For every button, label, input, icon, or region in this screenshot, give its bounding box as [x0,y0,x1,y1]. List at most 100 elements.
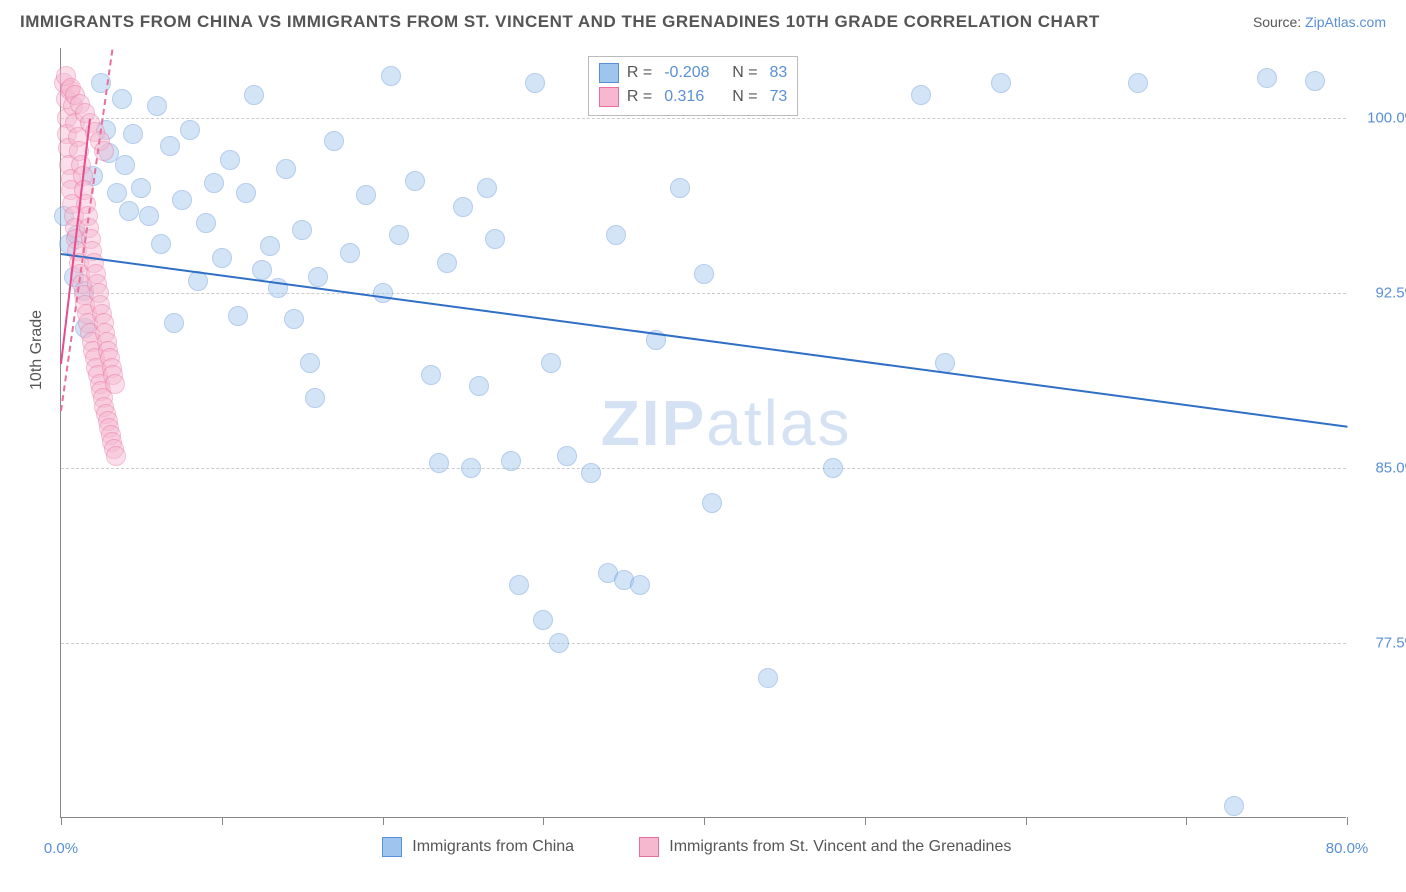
grid-line-h [61,643,1346,644]
legend-stats: R = -0.208 N = 83R = 0.316 N = 73 [588,56,798,116]
point-china [389,225,409,245]
point-china [823,458,843,478]
point-china [581,463,601,483]
point-china [405,171,425,191]
legend-series-name: Immigrants from St. Vincent and the Gren… [669,838,1011,856]
grid-line-h [61,468,1346,469]
point-china [260,236,280,256]
legend-r-label: R = [627,88,652,106]
point-svg [105,374,125,394]
legend-series: Immigrants from St. Vincent and the Gren… [639,837,1011,857]
chart-title: IMMIGRANTS FROM CHINA VS IMMIGRANTS FROM… [20,12,1100,32]
legend-n-label: N = [732,88,757,106]
source-attribution: Source: ZipAtlas.com [1253,14,1386,30]
legend-r-value: -0.208 [664,64,724,82]
point-china [356,185,376,205]
legend-swatch [639,837,659,857]
point-china [220,150,240,170]
point-china [606,225,626,245]
point-china [119,201,139,221]
watermark-bold: ZIP [601,387,707,459]
point-china [212,248,232,268]
point-china [276,159,296,179]
legend-row: R = 0.316 N = 73 [599,85,787,109]
point-china [381,66,401,86]
point-china [244,85,264,105]
source-link[interactable]: ZipAtlas.com [1305,14,1386,30]
y-tick-label: 100.0% [1367,110,1406,127]
x-tick-mark [1186,817,1187,825]
watermark: ZIPatlas [601,386,852,460]
legend-n-value: 83 [770,64,788,82]
point-china [549,633,569,653]
point-china [469,376,489,396]
point-china [252,260,272,280]
point-china [228,306,248,326]
y-tick-label: 77.5% [1375,635,1406,652]
x-tick-mark [543,817,544,825]
point-svg [106,446,126,466]
legend-r-label: R = [627,64,652,82]
point-china [477,178,497,198]
point-china [437,253,457,273]
point-china [429,453,449,473]
point-china [501,451,521,471]
watermark-rest: atlas [706,387,851,459]
point-china [991,73,1011,93]
point-china [758,668,778,688]
point-china [541,353,561,373]
point-china [911,85,931,105]
point-china [236,183,256,203]
legend-swatch [599,63,619,83]
point-china [509,575,529,595]
legend-r-value: 0.316 [664,88,724,106]
point-china [151,234,171,254]
x-tick-label: 80.0% [1326,840,1369,857]
x-tick-mark [222,817,223,825]
point-china [525,73,545,93]
point-china [308,267,328,287]
point-china [421,365,441,385]
point-china [373,283,393,303]
point-china [147,96,167,116]
legend-series-name: Immigrants from China [412,838,574,856]
y-tick-label: 92.5% [1375,285,1406,302]
point-china [630,575,650,595]
legend-row: R = -0.208 N = 83 [599,61,787,85]
legend-swatch [599,87,619,107]
legend-n-value: 73 [770,88,788,106]
point-china [305,388,325,408]
point-china [180,120,200,140]
point-china [1257,68,1277,88]
point-china [292,220,312,240]
point-china [340,243,360,263]
x-tick-mark [865,817,866,825]
point-china [107,183,127,203]
legend-swatch [382,837,402,857]
x-tick-mark [61,817,62,825]
point-china [324,131,344,151]
point-china [1128,73,1148,93]
x-tick-mark [383,817,384,825]
point-china [160,136,180,156]
point-china [131,178,151,198]
x-tick-mark [1347,817,1348,825]
point-china [300,353,320,373]
point-china [204,173,224,193]
point-china [115,155,135,175]
x-tick-label: 0.0% [44,840,78,857]
point-china [112,89,132,109]
point-china [557,446,577,466]
y-axis-label: 10th Grade [28,310,46,390]
point-china [670,178,690,198]
point-china [1305,71,1325,91]
point-china [694,264,714,284]
chart-plot-area: ZIPatlas 100.0%92.5%85.0%77.5%0.0%80.0%R… [60,48,1346,818]
point-china [196,213,216,233]
point-china [702,493,722,513]
point-china [172,190,192,210]
point-china [123,124,143,144]
point-china [164,313,184,333]
point-china [461,458,481,478]
grid-line-h [61,293,1346,294]
